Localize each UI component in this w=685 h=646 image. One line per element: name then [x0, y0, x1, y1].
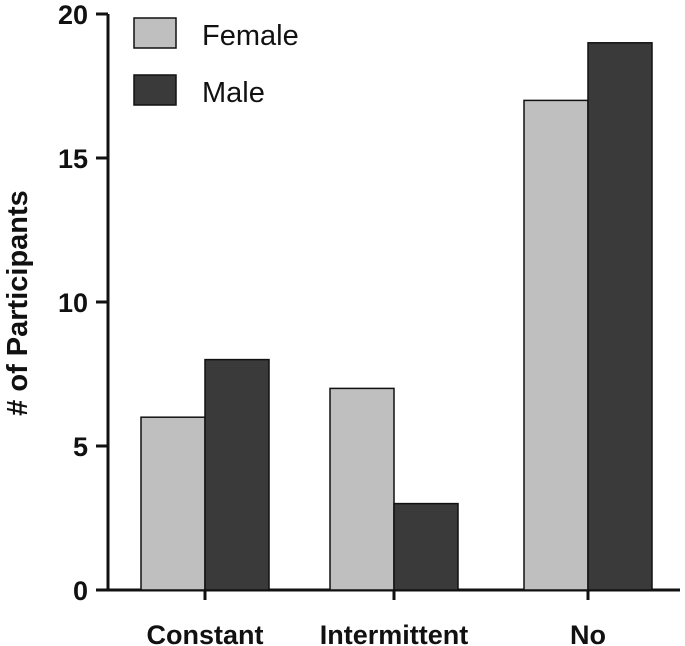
y-tick-label: 15	[58, 144, 88, 174]
bars	[140, 42, 653, 591]
bar-male-constant	[204, 358, 270, 591]
bar-male-no	[587, 42, 653, 591]
bar-male-intermittent	[393, 502, 459, 591]
y-tick-label: 5	[73, 432, 88, 462]
y-tick-label: 0	[73, 576, 88, 606]
bar-female-constant	[140, 416, 206, 591]
legend-swatch-female	[133, 17, 177, 49]
y-tick-label: 10	[58, 288, 88, 318]
legend-swatch-male	[133, 74, 177, 106]
legend: Female Male	[133, 17, 299, 109]
x-tick-label: Constant	[147, 620, 264, 646]
axes: 0 5 10 15 20 Constant Intermittent No	[58, 0, 680, 646]
x-tick-label: No	[570, 620, 606, 646]
legend-label-female: Female	[202, 20, 299, 52]
bar-female-intermittent	[329, 387, 395, 591]
x-tick-label: Intermittent	[320, 620, 469, 646]
bar-female-no	[523, 99, 589, 591]
legend-label-male: Male	[202, 77, 265, 109]
y-tick-label: 20	[58, 0, 88, 30]
y-axis-title: # of Participants	[2, 190, 34, 416]
